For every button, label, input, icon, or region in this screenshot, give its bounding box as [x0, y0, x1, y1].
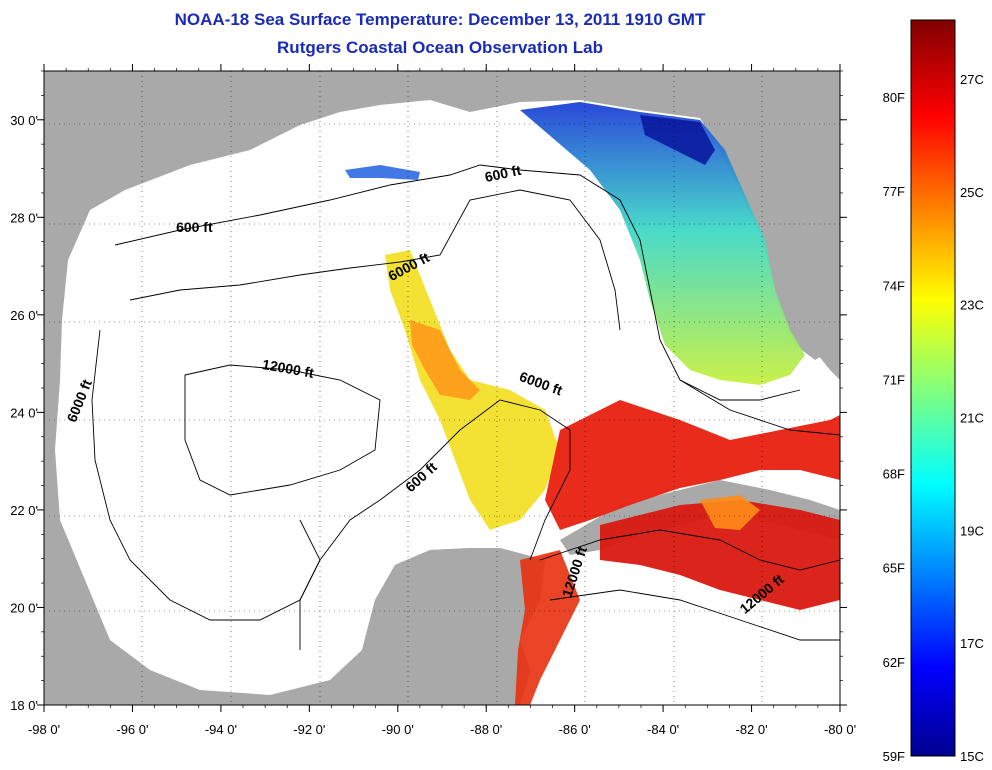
lat-tick-label: 26 0' — [10, 308, 38, 323]
colorbar-c-label: 17C — [960, 636, 984, 651]
colorbar-c-label: 23C — [960, 298, 984, 313]
colorbar-c-label: 19C — [960, 523, 984, 538]
colorbar-c-label: 25C — [960, 185, 984, 200]
sst-orange-cuba — [700, 495, 760, 530]
sst-red-caribbean — [545, 400, 840, 530]
colorbar-f-label: 71F — [883, 372, 905, 387]
lon-tick-label: -84 0' — [647, 722, 679, 737]
florida-land — [700, 71, 840, 360]
lon-tick-label: -94 0' — [205, 722, 237, 737]
graticule — [44, 71, 840, 705]
sst-orange-patch — [410, 320, 480, 400]
colorbar-f-label: 80F — [883, 90, 905, 105]
colorbar-f-label: 74F — [883, 278, 905, 293]
contour-label: 600 ft — [176, 219, 213, 235]
lat-tick-label: 18 0' — [10, 698, 38, 713]
sst-red-channel — [515, 550, 580, 705]
lon-tick-label: -96 0' — [116, 722, 148, 737]
lon-tick-label: -92 0' — [293, 722, 325, 737]
sst-florida-shelf — [520, 102, 805, 385]
colorbar-f-label: 59F — [883, 749, 905, 764]
lon-tick-label: -88 0' — [470, 722, 502, 737]
colorbar-celsius-labels: 27C 25C 23C 21C 19C 17C 15C — [960, 72, 984, 764]
lat-tick-label: 30 0' — [10, 113, 38, 128]
colorbar-f-label: 68F — [883, 467, 905, 482]
colorbar-f-label: 65F — [883, 561, 905, 576]
colorbar-fahrenheit-labels: 80F 77F 74F 71F 68F 65F 62F 59F — [883, 90, 905, 764]
lon-tick-label: -82 0' — [735, 722, 767, 737]
longitude-axis: -98 0' -96 0' -94 0' -92 0' -90 0' -88 0' -86 … — [28, 64, 856, 737]
map-title: NOAA-18 Sea Surface Temperature: Decembe… — [174, 10, 706, 29]
contour-label: 600 ft — [483, 162, 522, 185]
lat-tick-label: 20 0' — [10, 600, 38, 615]
lon-tick-label: -86 0' — [559, 722, 591, 737]
map-subtitle: Rutgers Coastal Ocean Observation Lab — [277, 38, 603, 57]
sst-coast-blue-strip — [345, 165, 420, 180]
colorbar-c-label: 15C — [960, 749, 984, 764]
colorbar — [910, 19, 956, 757]
colorbar-f-label: 62F — [883, 655, 905, 670]
sst-dark-blue-coast — [640, 115, 715, 165]
sst-red-south — [600, 500, 840, 610]
lon-tick-label: -98 0' — [28, 722, 60, 737]
lat-tick-label: 22 0' — [10, 503, 38, 518]
bathymetry-contours — [91, 164, 840, 650]
colorbar-f-label: 77F — [883, 184, 905, 199]
lat-tick-label: 28 0' — [10, 210, 38, 225]
lon-tick-label: -90 0' — [382, 722, 414, 737]
lat-tick-label: 24 0' — [10, 405, 38, 420]
colorbar-c-label: 21C — [960, 411, 984, 426]
yucatan-land — [360, 548, 545, 705]
colorbar-c-label: 27C — [960, 72, 984, 87]
latitude-axis: 18 0' 20 0' 22 0' 24 0' 26 0' 28 0' 30 0' — [10, 70, 847, 713]
lon-tick-label: -80 0' — [824, 722, 856, 737]
